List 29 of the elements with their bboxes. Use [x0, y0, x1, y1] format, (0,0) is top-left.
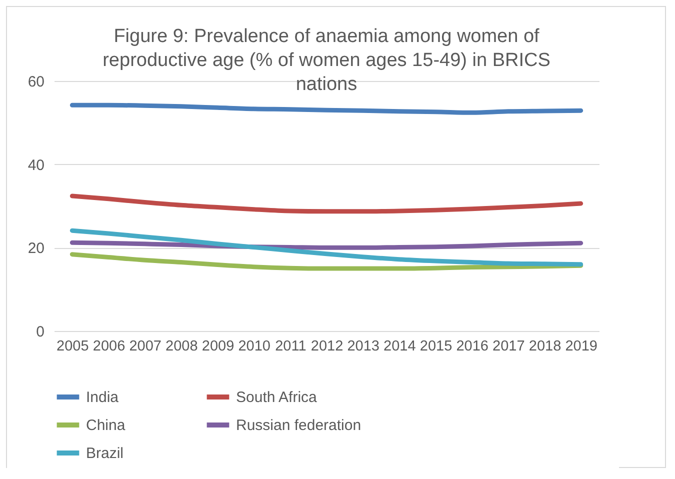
legend-label: China	[86, 417, 126, 434]
chart-title: Figure 9: Prevalence of anaemia among women of reproductive age (% of women ages 15-49) in BRICS nations	[102, 26, 550, 95]
line-series	[70, 228, 584, 267]
y-tick-label: 40	[28, 156, 44, 174]
x-tick-label: 2019	[565, 338, 598, 354]
x-tick-label: 2006	[92, 338, 126, 354]
legend-label: India	[86, 389, 120, 406]
y-tick-label: 0	[36, 324, 44, 340]
line-series	[70, 252, 584, 271]
x-tick-label: 2008	[166, 338, 198, 354]
x-tick-label: 2016	[456, 338, 488, 354]
x-tick-label: 2018	[528, 338, 562, 354]
x-tick-label: 2013	[347, 338, 380, 354]
legend-label: Brazil	[86, 445, 124, 462]
y-tick-label: 20	[28, 240, 44, 258]
legend-label: South Africa	[236, 389, 318, 406]
x-tick-label: 2010	[238, 338, 270, 354]
x-tick-label: 2014	[384, 338, 416, 354]
x-tick-label: 2015	[420, 338, 452, 354]
x-tick-label: 2017	[492, 338, 525, 354]
x-tick-label: 2012	[310, 338, 344, 354]
x-tick-label: 2011	[275, 338, 306, 354]
line-series	[70, 194, 584, 214]
line-series	[70, 102, 584, 115]
x-tick-label: 2005	[56, 338, 89, 354]
legend-label: Russian federation	[236, 417, 362, 434]
x-tick-label: 2009	[202, 338, 234, 354]
x-tick-label: 2007	[129, 338, 162, 354]
y-tick-label: 60	[28, 74, 44, 90]
